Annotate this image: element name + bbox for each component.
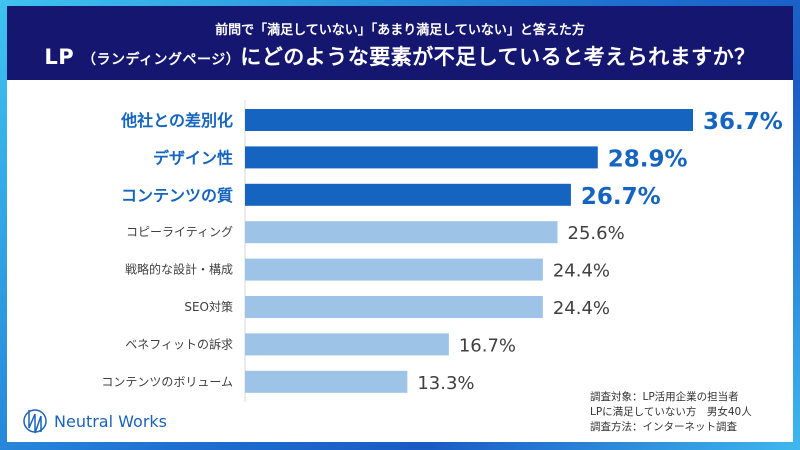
brand-logo: Neutral Works [22, 406, 167, 436]
value-label: 36.7% [703, 109, 783, 135]
title-paren: （ランディングページ） [81, 52, 241, 68]
category-label: 戦略的な設計・構成 [125, 262, 233, 277]
bar [245, 333, 449, 356]
title-rest: にどのような要素が不足していると考えられますか？ [240, 45, 756, 69]
panel: 前問で「満足していない」「あまり満足していない」と答えた方 LP （ランディング… [7, 6, 793, 442]
value-label: 16.7% [459, 335, 516, 356]
note-line: 調査対象：LP活用企業の担当者 [590, 391, 739, 403]
header: 前問で「満足していない」「あまり満足していない」と答えた方 LP （ランディング… [7, 6, 793, 80]
bar [245, 258, 543, 281]
note-line: 調査方法：インターネット調査 [590, 421, 737, 433]
category-label: デザイン性 [153, 148, 233, 167]
bar [245, 296, 543, 318]
value-label: 13.3% [417, 373, 474, 394]
category-label: コピーライティング [126, 225, 233, 239]
brand-name: Neutral Works [54, 411, 167, 431]
title: LP （ランディングページ）にどのような要素が不足していると考えられますか？ [7, 41, 793, 71]
value-label: 24.4% [553, 261, 610, 282]
value-label: 28.9% [608, 146, 688, 172]
category-label: ベネフィットの訴求 [125, 336, 233, 351]
subtitle: 前問で「満足していない」「あまり満足していない」と答えた方 [215, 23, 585, 38]
category-label: SEO対策 [184, 300, 233, 314]
value-label: 26.7% [581, 184, 661, 210]
bar [245, 221, 558, 244]
bar [245, 146, 598, 169]
bar [245, 370, 408, 393]
category-label: コンテンツの質 [121, 186, 233, 205]
bar [245, 109, 693, 131]
survey-notes: 調査対象：LP活用企業の担当者 LPに満足していない方 男女40人 調査方法：イ… [590, 390, 752, 435]
value-label: 24.4% [553, 298, 610, 319]
title-lp: LP [44, 45, 75, 69]
note-line: LPに満足していない方 男女40人 [590, 406, 752, 418]
category-label: コンテンツのボリューム [101, 375, 233, 389]
bar [245, 183, 571, 206]
logo-icon [23, 409, 47, 434]
value-label: 25.6% [568, 223, 625, 244]
category-label: 他社との差別化 [120, 111, 233, 130]
